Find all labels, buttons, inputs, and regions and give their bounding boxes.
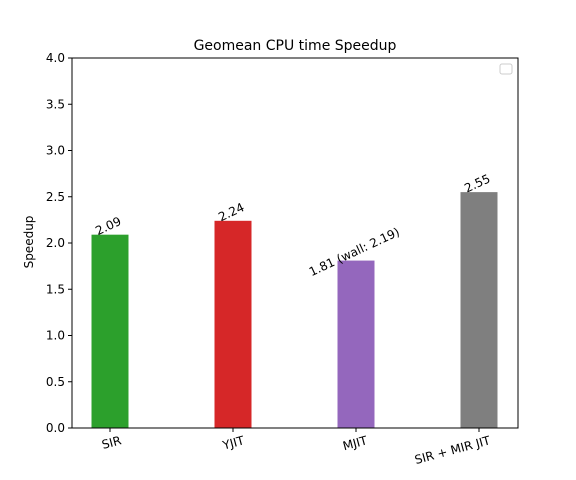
x-tick-label: SIR xyxy=(100,433,122,452)
bar xyxy=(91,234,129,428)
legend-box xyxy=(499,63,513,75)
y-tick-label: 0.0 xyxy=(46,421,65,435)
x-tick-label: YJIT xyxy=(220,433,246,453)
y-tick-label: 1.5 xyxy=(46,282,65,296)
data-label: 2.55 xyxy=(462,172,492,196)
bar xyxy=(337,260,375,428)
y-tick-label: 1.0 xyxy=(46,329,65,343)
bar xyxy=(214,220,252,428)
chart-title: Geomean CPU time Speedup xyxy=(194,38,397,54)
plot-frame xyxy=(71,57,519,429)
y-tick-label: 0.5 xyxy=(46,375,65,389)
y-tick-label: 2.5 xyxy=(46,190,65,204)
y-tick-label: 2.0 xyxy=(46,236,65,250)
data-label: 2.09 xyxy=(93,214,123,238)
y-tick-label: 3.5 xyxy=(46,97,65,111)
y-tick-label: 4.0 xyxy=(46,51,65,65)
bar xyxy=(460,192,498,428)
y-tick-label: 3.0 xyxy=(46,144,65,158)
y-axis-label: Speedup xyxy=(22,216,36,269)
bars xyxy=(91,192,498,428)
x-tick-label: SIR + MIR JIT xyxy=(413,433,492,467)
data-labels: 2.092.241.81 (wall: 2.19)2.55 xyxy=(93,172,492,280)
axis-ticks: 0.0 0.5 1.0 1.5 2.0 2.5 3.0 3.5 4.0 SIR YJIT MJIT SI… xyxy=(46,51,493,467)
x-tick-label: MJIT xyxy=(341,433,369,453)
data-label: 2.24 xyxy=(216,200,246,224)
